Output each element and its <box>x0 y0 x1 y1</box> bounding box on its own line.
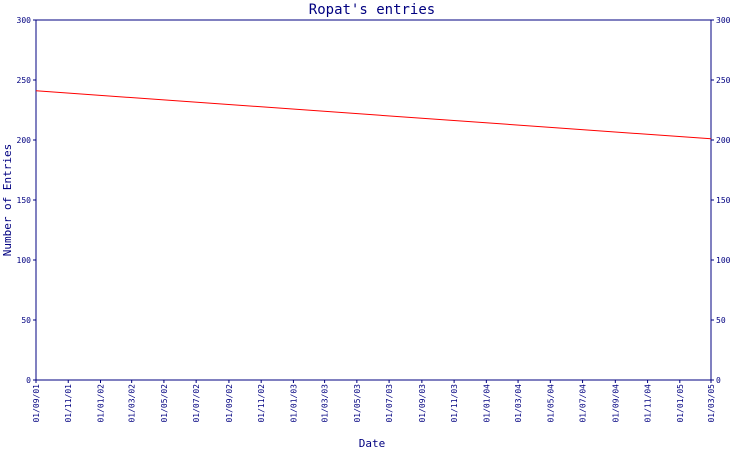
y-tick-label-left: 300 <box>17 16 32 25</box>
y-axis-right: 0 50 100 150 200 250 300 <box>711 16 731 385</box>
y-tick-label-left: 0 <box>26 376 31 385</box>
x-tick-label: 01/09/04 <box>611 384 620 423</box>
x-tick-label: 01/05/02 <box>160 384 169 423</box>
chart-title: Ropat's entries <box>309 2 435 18</box>
x-tick-label: 01/03/02 <box>128 384 137 423</box>
x-tick-label: 01/03/04 <box>514 384 523 423</box>
x-tick-label: 01/01/04 <box>482 384 491 423</box>
x-tick-label: 01/07/03 <box>385 384 394 423</box>
x-tick-label: 01/01/02 <box>96 384 105 423</box>
y-axis-title: Number of Entries <box>1 144 14 257</box>
x-tick-label: 01/05/04 <box>546 384 555 423</box>
x-tick-label: 01/11/04 <box>644 384 653 423</box>
y-tick-label-right: 0 <box>716 376 721 385</box>
x-tick-label: 01/01/05 <box>676 384 685 423</box>
x-tick-label: 01/11/01 <box>64 384 73 423</box>
plot-border <box>35 19 712 381</box>
x-axis: 01/09/01 01/11/01 01/01/02 01/03/02 01/05/02… <box>32 380 716 423</box>
y-tick-label-left: 250 <box>17 76 32 85</box>
y-tick-label-left: 100 <box>17 256 32 265</box>
x-tick-label: 01/03/05 <box>707 384 716 423</box>
y-tick-label-right: 100 <box>716 256 731 265</box>
x-tick-label: 01/03/03 <box>321 384 330 423</box>
x-tick-label: 01/11/02 <box>257 384 266 423</box>
y-tick-label-right: 50 <box>716 316 726 325</box>
entries-series-line <box>35 90 712 140</box>
x-tick-label: 01/05/03 <box>353 384 362 423</box>
x-tick-label: 01/07/04 <box>579 384 588 423</box>
x-tick-label: 01/09/03 <box>418 384 427 423</box>
x-tick-label: 01/11/03 <box>450 384 459 423</box>
y-axis-left: 0 50 100 150 200 250 300 <box>17 16 36 385</box>
x-tick-label: 01/01/03 <box>289 384 298 423</box>
plot-frame <box>35 19 712 381</box>
x-axis-title: Date <box>359 437 386 450</box>
y-tick-label-left: 200 <box>17 136 32 145</box>
x-tick-label: 01/09/01 <box>32 384 41 423</box>
x-tick-label: 01/07/02 <box>192 384 201 423</box>
y-tick-label-left: 50 <box>21 316 31 325</box>
y-tick-label-right: 150 <box>716 196 731 205</box>
y-tick-label-right: 200 <box>716 136 731 145</box>
series-layer <box>35 90 712 140</box>
y-tick-label-right: 300 <box>716 16 731 25</box>
x-tick-label: 01/09/02 <box>225 384 234 423</box>
y-tick-label-right: 250 <box>716 76 731 85</box>
y-tick-label-left: 150 <box>17 196 32 205</box>
